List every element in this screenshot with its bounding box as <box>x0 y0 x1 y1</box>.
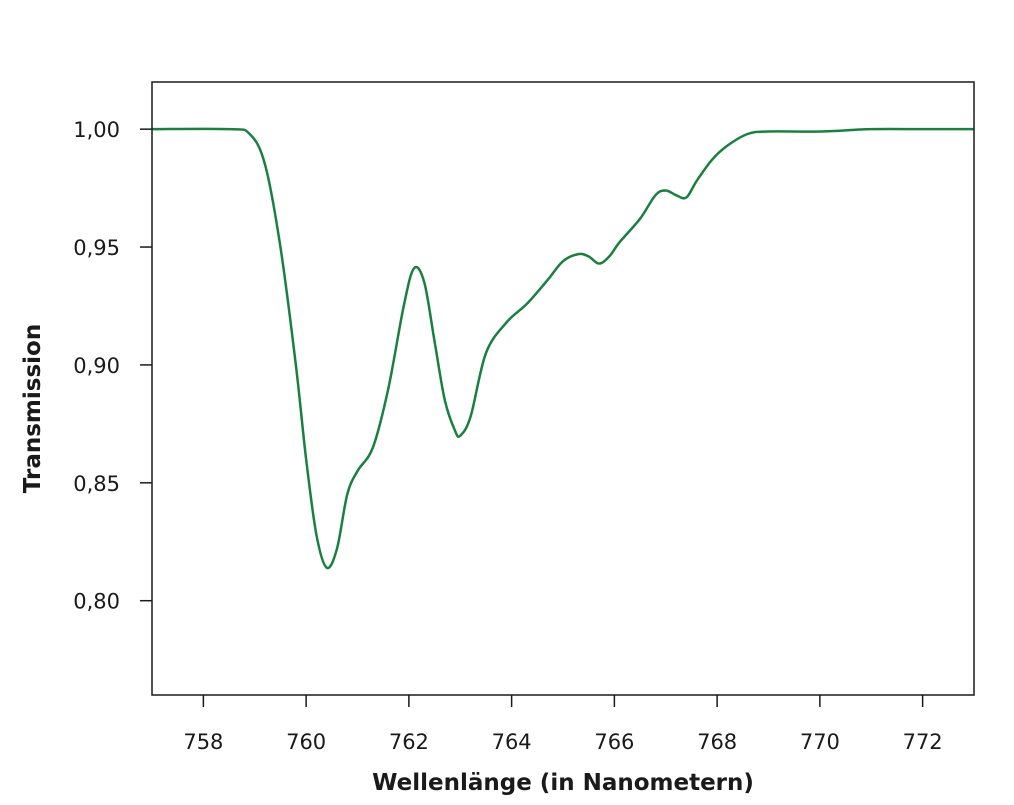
series-layer <box>151 127 974 570</box>
y-tick-label: 1,00 <box>73 118 120 142</box>
x-tick-label: 758 <box>183 730 223 754</box>
x-axis-title: Wellenlänge (in Nanometern) <box>372 770 754 796</box>
y-tick-label: 0,85 <box>73 472 120 496</box>
x-tick-label: 772 <box>903 730 943 754</box>
x-axis: 758 760 762 764 766 768 770 772 <box>183 695 943 754</box>
transmission-series-line <box>151 127 974 570</box>
y-tick-label: 0,95 <box>73 236 120 260</box>
x-tick-label: 762 <box>389 730 429 754</box>
x-tick-label: 768 <box>697 730 737 754</box>
x-tick-label: 764 <box>492 730 532 754</box>
x-tick-label: 760 <box>286 730 326 754</box>
y-axis-title: Transmission <box>20 324 46 493</box>
y-tick-label: 0,80 <box>73 590 120 614</box>
y-axis: 0,80 0,85 0,90 0,95 1,00 <box>73 118 152 614</box>
plot-frame <box>151 81 975 696</box>
y-tick-label: 0,90 <box>73 354 120 378</box>
x-tick-label: 770 <box>800 730 840 754</box>
x-tick-label: 766 <box>594 730 634 754</box>
